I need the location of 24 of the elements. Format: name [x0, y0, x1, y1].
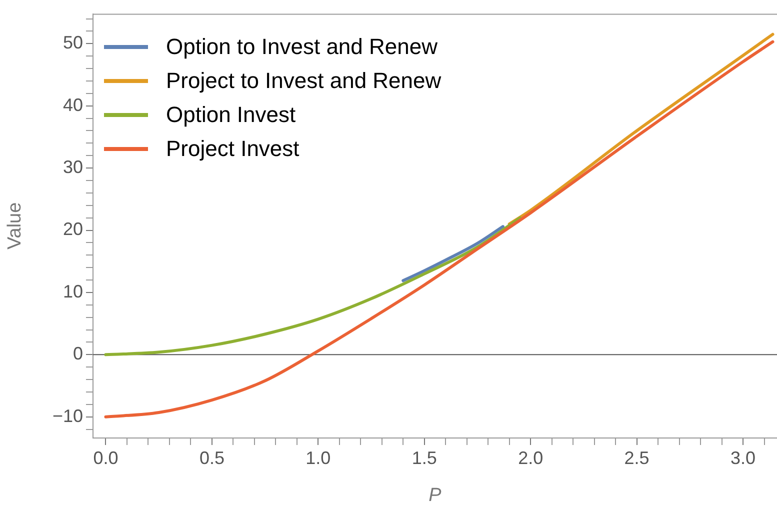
x-tick-label: 1.0: [306, 448, 331, 468]
y-tick-label: 20: [62, 219, 83, 240]
x-tick-label: 1.5: [412, 448, 437, 468]
y-tick-label: 30: [62, 157, 83, 178]
legend-label: Project to Invest and Renew: [166, 68, 442, 94]
line-series: [402, 225, 504, 282]
legend-label: Project Invest: [166, 136, 300, 162]
y-tick-label: 10: [62, 281, 83, 302]
x-tick-label: 2.5: [624, 448, 650, 468]
x-axis-title: P: [428, 484, 442, 506]
y-tick-label: 40: [62, 94, 83, 115]
line-series: [508, 32, 774, 226]
legend-label: Option to Invest and Renew: [166, 34, 438, 60]
legend-label: Option Invest: [166, 102, 296, 128]
y-tick-label: −10: [52, 406, 83, 426]
x-tick-label: 3.0: [730, 448, 756, 468]
y-tick-label: 0: [72, 344, 83, 364]
y-axis-title: Value: [4, 202, 26, 250]
y-tick-label: 50: [62, 32, 83, 53]
x-tick-label: 0.5: [199, 448, 224, 468]
line-series: [104, 40, 774, 418]
x-tick-label: 2.0: [518, 448, 544, 468]
line-series: [104, 216, 522, 356]
x-tick-label: 0.0: [93, 448, 118, 468]
